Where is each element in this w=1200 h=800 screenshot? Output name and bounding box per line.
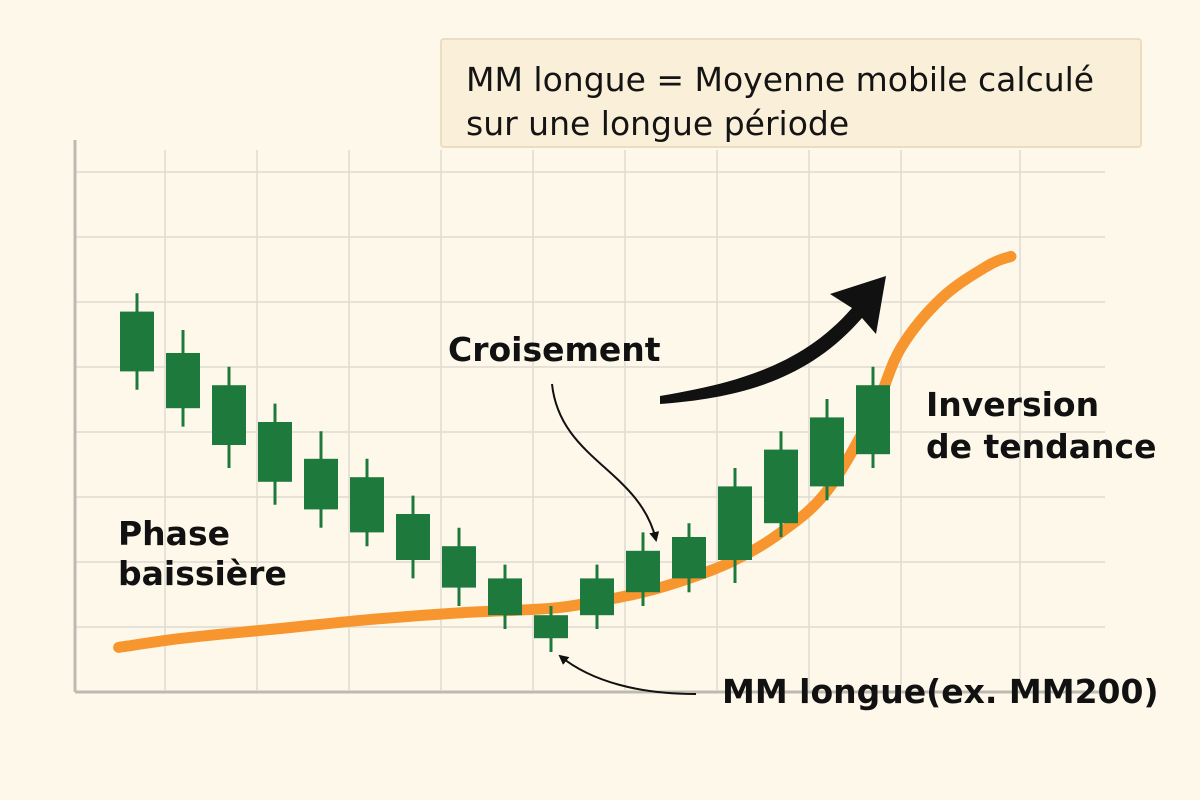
candle-13: [672, 523, 706, 593]
candle-body: [672, 537, 706, 579]
inversion-label-line-1: Inversion: [926, 385, 1100, 424]
candle-2: [166, 330, 200, 427]
inversion-label-line-2: de tendance: [926, 427, 1157, 466]
definition-note: MM longue = Moyenne mobile calculé sur u…: [440, 38, 1142, 148]
candle-body: [304, 458, 338, 510]
moving-average-layer: [113, 250, 1017, 653]
candle-16: [810, 399, 844, 501]
croisement-pointer-arrow: [551, 383, 660, 542]
note-line-1: MM longue = Moyenne mobile calculé: [466, 60, 1095, 99]
moving-average-line: [113, 250, 1017, 653]
candle-15: [764, 431, 798, 537]
candle-3: [212, 366, 246, 468]
candle-body: [718, 486, 752, 560]
note-line-2: sur une longue période: [466, 104, 850, 143]
candle-body: [166, 353, 200, 409]
candle-4: [258, 403, 292, 505]
trend-arrow-icon: [660, 276, 886, 404]
candle-body: [764, 449, 798, 524]
candle-9: [488, 564, 522, 629]
candle-body: [580, 578, 614, 616]
candle-12: [626, 532, 660, 606]
candle-6: [350, 458, 384, 547]
candle-body: [212, 385, 246, 445]
candle-body: [350, 477, 384, 533]
phase-label-line-1: Phase: [118, 514, 230, 553]
candle-17: [856, 366, 890, 468]
candle-body: [258, 422, 292, 482]
candle-body: [488, 578, 522, 616]
candle-11: [580, 564, 614, 629]
candle-8: [442, 527, 476, 606]
candle-body: [856, 385, 890, 455]
candle-14: [718, 468, 752, 583]
candles-layer: [120, 293, 890, 652]
candle-10: [534, 606, 568, 652]
mm-longue-label: MM longue(ex. MM200): [722, 672, 1159, 711]
candle-body: [396, 514, 430, 560]
mm-longue-pointer-arrow: [558, 654, 697, 695]
candle-5: [304, 431, 338, 528]
croisement-label: Croisement: [448, 330, 661, 369]
candle-7: [396, 495, 430, 579]
phase-label-line-2: baissière: [118, 554, 287, 593]
candle-body: [120, 311, 154, 372]
candle-body: [534, 615, 568, 639]
candle-1: [120, 293, 154, 390]
inversion-label: Inversion de tendance: [926, 384, 1156, 468]
phase-baissiere-label: Phase baissière: [118, 514, 287, 594]
candle-body: [810, 417, 844, 487]
candle-body: [626, 550, 660, 593]
annotation-arrows: [551, 276, 886, 695]
candle-body: [442, 546, 476, 588]
chart-axes: [73, 140, 1105, 694]
